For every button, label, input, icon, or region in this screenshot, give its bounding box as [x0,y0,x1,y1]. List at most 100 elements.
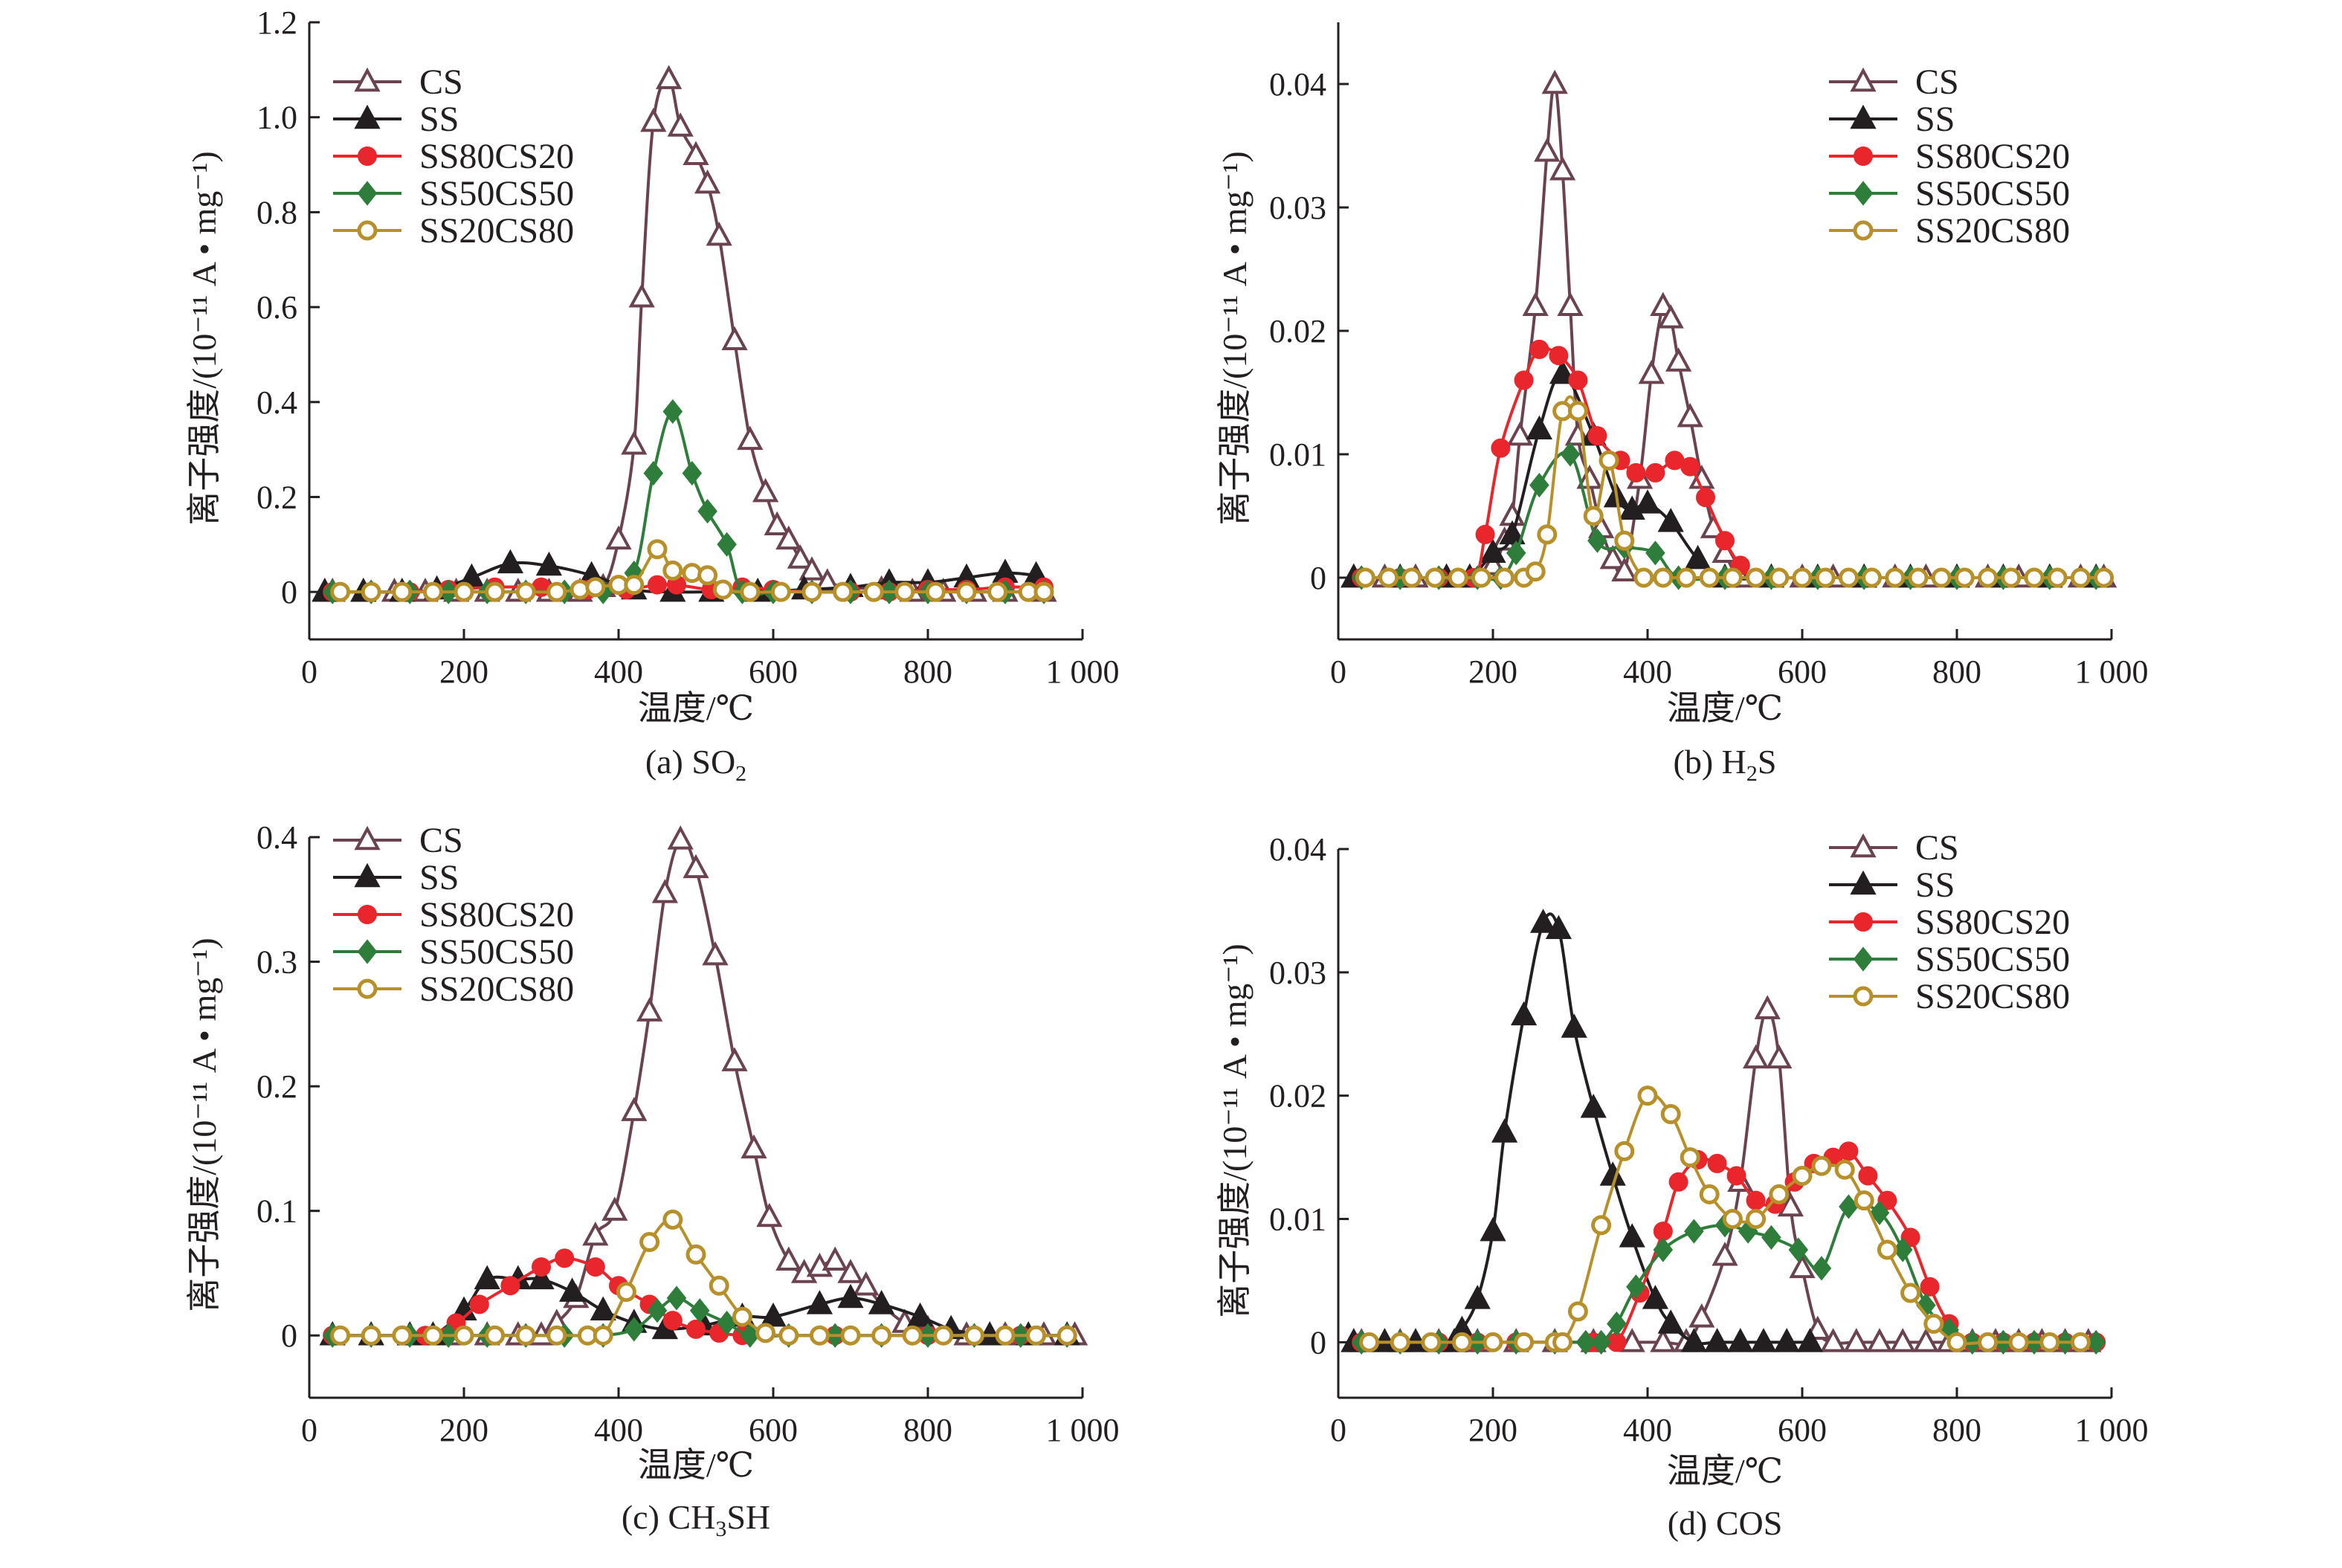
data-point [1549,156,1576,181]
data-point [2070,1332,2091,1352]
legend-marker [358,905,377,924]
data-point [1587,528,1607,553]
legend-label: CS [1915,828,1959,868]
x-tick-label: 600 [749,1412,798,1448]
data-point [662,1209,683,1230]
x-tick-label: 0 [1330,654,1346,690]
x-tick-label: 200 [439,1412,488,1448]
data-point [1912,1328,1940,1352]
data-point [392,1325,413,1346]
data-point [1839,1141,1859,1161]
data-point [721,1047,748,1071]
data-point [485,581,506,602]
data-point [662,560,683,581]
legend-marker [1850,104,1877,129]
x-tick-label: 400 [1623,654,1672,690]
data-point [1451,1332,1472,1352]
data-point [1390,1332,1410,1352]
series-SS50CS50 [1351,442,2106,590]
data-point [454,581,474,602]
data-point [1657,1309,1684,1334]
data-point [787,544,814,569]
caption-main: (c) CH [622,1498,715,1536]
data-point [737,425,764,451]
data-point [1557,291,1584,317]
data-point [422,581,443,602]
x-tick-label: 200 [1468,1412,1517,1448]
caption-subscript: 2 [1746,761,1758,786]
x-tick-label: 1 000 [1046,1412,1120,1448]
data-point [1599,544,1626,570]
data-point [1657,508,1684,532]
data-point [667,112,694,137]
y-tick-label: 0 [281,574,297,610]
data-point [1552,1332,1573,1352]
legend-marker [354,67,381,92]
y-tick-label: 0.2 [257,1068,297,1105]
caption-main: (b) H [1674,743,1746,781]
data-point [555,1248,575,1268]
legend-marker [1850,833,1877,858]
data-point [752,477,779,503]
data-point [1499,520,1526,545]
y-tick-label: 0.3 [257,944,297,981]
data-point [925,581,946,602]
data-point [868,1290,895,1314]
data-point [1858,1166,1878,1186]
data-point [833,581,854,602]
data-point [535,551,563,576]
data-point [1773,1328,1800,1352]
data-point [1537,524,1558,545]
data-point [1931,567,1952,588]
data-point [546,581,567,602]
data-point [662,1311,683,1331]
data-point [667,825,694,850]
data-point [853,1271,880,1296]
data-point [1529,339,1549,359]
data-point [894,581,915,602]
data-point [651,879,679,903]
legend-label: SS20CS80 [1915,211,2070,251]
data-point [1525,561,1546,582]
caption-main: (a) SO [645,743,735,781]
data-point [1722,567,1743,588]
data-point [1688,1303,1715,1328]
data-point [906,1302,934,1327]
data-point [640,107,667,132]
y-axis-label: 离子强度/(10⁻¹¹ A • mg⁻¹) [1216,943,1254,1317]
data-point [1653,567,1674,588]
data-point [1665,347,1692,372]
data-point [1529,472,1549,498]
data-point [666,1285,687,1311]
data-point [1792,1165,1813,1186]
chart-caption: (b) H2S [1674,743,1777,786]
data-point [1355,567,1375,588]
data-point [1684,544,1712,570]
x-tick-label: 600 [749,654,798,690]
legend-label: SS [419,100,459,139]
data-point [1715,531,1735,551]
x-tick-label: 1 000 [2075,654,2149,690]
x-tick-label: 0 [301,654,317,690]
data-point [1866,1328,1893,1352]
y-tick-label: 0.03 [1269,190,1326,226]
data-point [837,1259,864,1283]
data-point [775,1246,802,1271]
x-tick-label: 0 [301,1412,317,1448]
data-point [1510,1001,1538,1026]
caption-tail: S [1758,743,1777,781]
data-point [1680,1147,1700,1168]
data-point [1712,1242,1738,1266]
data-point [1448,567,1468,588]
data-point [809,1325,830,1346]
legend-marker [357,978,378,999]
data-point [2070,567,2091,588]
data-point [1699,567,1720,588]
legend-label: SS [419,858,459,897]
y-tick-label: 0.02 [1269,313,1326,349]
data-point [987,581,1008,602]
data-point [1633,567,1654,588]
legend-marker [357,939,378,964]
